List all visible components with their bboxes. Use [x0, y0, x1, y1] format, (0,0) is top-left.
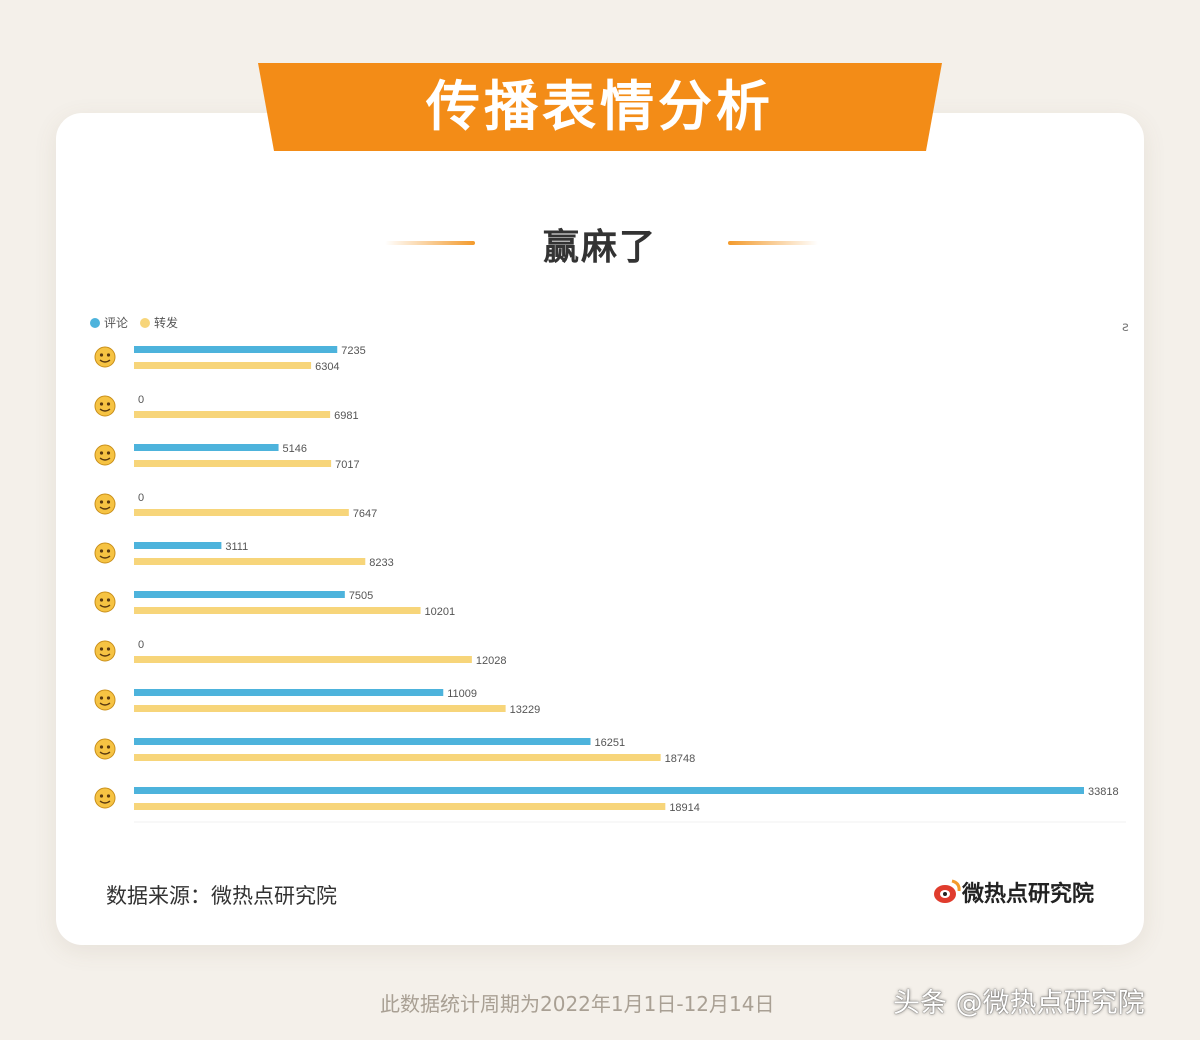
comment-value-label: 0 — [138, 639, 144, 651]
comment-value-label: 0 — [138, 492, 144, 504]
legend-label-comment: 评论 — [104, 316, 129, 330]
emoji-mouth — [99, 800, 111, 804]
emoji-eye-left — [99, 500, 104, 504]
title-banner: 传播表情分析 — [258, 63, 942, 151]
watermark: 头条 @微热点研究院 — [893, 988, 1145, 1019]
emoji-eye-right — [106, 647, 111, 651]
legend-swatch-comment — [90, 317, 100, 328]
page-title: 传播表情分析 — [426, 75, 774, 138]
legend-label-repost: 转发 — [154, 316, 179, 330]
footer-note: 此数据统计周期为2022年1月1日-12月14日 — [380, 992, 775, 1016]
repost-value-label: 8233 — [369, 557, 393, 569]
shrug-face-icon — [94, 493, 116, 515]
repost-bar — [134, 558, 366, 565]
emoji-eye-left — [99, 598, 104, 602]
emoji-eye-right — [106, 402, 111, 406]
repost-bar — [134, 705, 506, 712]
repost-bar — [134, 754, 661, 761]
laughing-face-icon — [94, 444, 116, 466]
repost-value-label: 7017 — [335, 459, 359, 471]
crying-face-icon — [94, 346, 116, 368]
weibo-eye-icon — [934, 879, 961, 903]
comment-value-label: 33818 — [1088, 786, 1119, 798]
tears-of-joy-icon — [94, 591, 116, 613]
comment-value-label: 0 — [138, 394, 144, 406]
comment-value-label: 5146 — [283, 443, 307, 455]
logo-text: 微热点研究院 — [962, 882, 1095, 907]
emoji-mouth — [99, 408, 111, 412]
repost-bar — [134, 803, 666, 810]
emoji-mouth — [99, 555, 111, 559]
data-source: 数据来源：微热点研究院 — [106, 884, 337, 908]
brand-logo: 微热点研究院 — [932, 876, 1094, 908]
doge-blue-icon — [94, 689, 116, 711]
repost-value-label: 12028 — [476, 655, 507, 667]
emoji-eye-left — [99, 402, 104, 406]
emoji-eye-left — [99, 353, 104, 357]
comment-value-label: 3111 — [225, 541, 248, 553]
blue-face-icon — [94, 395, 116, 417]
corner-glyph: ƨ — [1122, 320, 1129, 335]
doge-face-icon — [94, 787, 116, 809]
emoji-mouth — [99, 457, 111, 461]
emoji-mouth — [99, 653, 111, 657]
repost-bar — [134, 656, 472, 663]
emoji-eye-left — [99, 549, 104, 553]
emoji-eye-left — [99, 647, 104, 651]
comment-value-label: 16251 — [595, 737, 626, 749]
repost-bar — [134, 607, 421, 614]
emoji-eye-right — [106, 549, 111, 553]
repost-bar — [134, 460, 332, 467]
emoji-eye-right — [106, 353, 111, 357]
comment-bar — [134, 738, 591, 745]
emoji-eye-left — [99, 451, 104, 455]
rolling-laugh-icon — [94, 738, 116, 760]
comment-bar — [134, 689, 444, 696]
legend-swatch-repost — [140, 317, 151, 328]
emoji-eye-left — [99, 745, 104, 749]
legend-item-comment: 评论 — [90, 314, 128, 331]
emoji-mouth — [99, 751, 111, 755]
repost-value-label: 7647 — [353, 508, 377, 520]
emoji-eye-right — [106, 500, 111, 504]
clasped-hands-icon — [94, 640, 116, 662]
comment-value-label: 7235 — [341, 345, 365, 357]
chart-legend: 评论 转发 — [90, 314, 190, 331]
comment-value-label: 7505 — [349, 590, 373, 602]
comment-bar — [134, 542, 222, 549]
repost-value-label: 18748 — [665, 753, 696, 765]
comment-bar — [134, 787, 1084, 794]
emoji-eye-left — [99, 696, 104, 700]
emoji-eye-right — [106, 745, 111, 749]
emoji-eye-right — [106, 451, 111, 455]
repost-value-label: 13229 — [510, 704, 541, 716]
kiss-face-icon — [94, 542, 116, 564]
subtitle-deco-right — [728, 241, 818, 245]
repost-bar — [134, 411, 331, 418]
emoji-eye-right — [106, 794, 111, 798]
comment-bar — [134, 591, 345, 598]
emoji-eye-left — [99, 794, 104, 798]
emoji-mouth — [99, 359, 111, 363]
emoji-mouth — [99, 702, 111, 706]
legend-item-repost: 转发 — [140, 314, 178, 331]
repost-value-label: 10201 — [425, 606, 456, 618]
repost-bar — [134, 362, 312, 369]
comment-value-label: 11009 — [447, 688, 477, 700]
emoji-mouth — [99, 506, 111, 510]
repost-value-label: 6304 — [315, 361, 339, 373]
emoji-eye-right — [106, 696, 111, 700]
repost-value-label: 6981 — [334, 410, 358, 422]
emoji-eye-right — [106, 598, 111, 602]
comment-bar — [134, 346, 338, 353]
repost-bar — [134, 509, 349, 516]
comment-bar — [134, 444, 279, 451]
subtitle-deco-left — [385, 241, 475, 245]
repost-value-label: 18914 — [669, 802, 700, 814]
chart-title: 赢麻了 — [542, 227, 657, 268]
emoji-mouth — [99, 604, 111, 608]
